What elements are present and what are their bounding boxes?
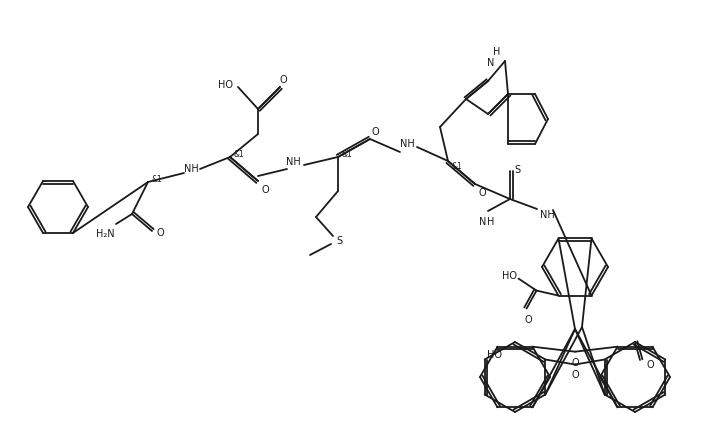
Text: NH: NH — [400, 139, 415, 149]
Text: HO: HO — [502, 270, 517, 280]
Text: H₂N: H₂N — [96, 228, 114, 239]
Text: HO: HO — [487, 349, 503, 359]
Text: NH: NH — [539, 210, 554, 219]
Text: O: O — [571, 357, 579, 367]
Text: &1: &1 — [342, 150, 352, 159]
Text: S: S — [514, 164, 520, 175]
Text: H: H — [487, 216, 495, 227]
Text: &1: &1 — [452, 162, 462, 171]
Text: &1: &1 — [152, 175, 162, 184]
Text: H: H — [493, 47, 501, 57]
Text: NH: NH — [286, 157, 300, 167]
Text: O: O — [157, 227, 164, 237]
Text: O: O — [646, 359, 654, 369]
Text: O: O — [372, 127, 379, 137]
Text: O: O — [478, 187, 486, 198]
Text: N: N — [479, 216, 486, 227]
Text: HO: HO — [218, 80, 233, 90]
Text: &1: &1 — [233, 150, 245, 159]
Text: O: O — [279, 75, 287, 85]
Text: S: S — [336, 236, 342, 245]
Text: O: O — [525, 314, 532, 324]
Text: N: N — [487, 58, 495, 68]
Text: O: O — [261, 184, 269, 195]
Text: NH: NH — [183, 164, 198, 173]
Text: O: O — [571, 370, 579, 380]
